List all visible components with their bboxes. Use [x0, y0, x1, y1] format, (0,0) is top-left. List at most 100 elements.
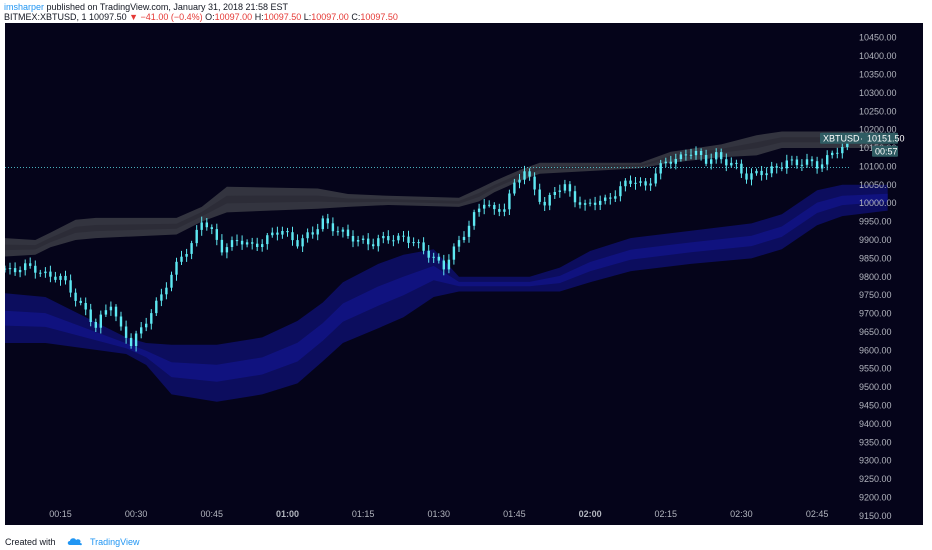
tradingview-brand[interactable]: TradingView — [90, 537, 140, 547]
lower-cloud — [5, 184, 888, 402]
candle-body — [59, 275, 62, 280]
candle — [24, 259, 27, 276]
candle-body — [402, 235, 405, 237]
candle-body — [689, 154, 693, 156]
candle — [704, 149, 708, 167]
high-label: H: — [254, 12, 264, 22]
candle-body — [548, 195, 551, 206]
plot-background — [5, 23, 923, 525]
candle — [34, 260, 37, 279]
candle — [432, 252, 435, 263]
candle — [578, 196, 582, 209]
candle-body — [815, 161, 819, 169]
y-tick-label: 9650.00 — [859, 327, 892, 337]
candle-body — [251, 242, 254, 244]
y-tick-label: 10300.00 — [859, 88, 897, 98]
candle — [755, 168, 758, 176]
candle-body — [39, 272, 42, 274]
candle-body — [79, 300, 82, 303]
candle-body — [735, 162, 738, 164]
candle-body — [765, 173, 768, 176]
candle — [810, 156, 814, 167]
candle — [659, 159, 662, 180]
author-link[interactable]: imsharper — [4, 2, 45, 12]
candle-body — [770, 166, 773, 174]
candle — [140, 322, 143, 339]
candle-body — [805, 159, 809, 165]
candle — [251, 237, 254, 250]
candle — [488, 200, 491, 208]
x-tick-label: 02:30 — [730, 509, 753, 519]
candle — [826, 150, 829, 171]
candle — [271, 227, 274, 238]
candle-body — [326, 218, 329, 224]
candle-body — [483, 204, 486, 209]
candle — [195, 225, 198, 247]
candle-body — [150, 313, 153, 324]
symbol-label: BITMEX:XBTUSD, 1 — [4, 12, 87, 22]
candle-body — [215, 229, 218, 240]
candle — [467, 220, 471, 243]
candle-body — [785, 160, 788, 169]
candle — [831, 150, 834, 159]
time-axis[interactable]: 00:15 00:30 00:45 01:00 01:15 01:30 01:45 02:00… — [49, 509, 828, 519]
candle — [785, 154, 788, 174]
candle-body — [170, 274, 173, 288]
y-tick-label: 9450.00 — [859, 401, 892, 411]
candle-body — [457, 240, 461, 247]
candle — [790, 155, 794, 166]
candle — [361, 235, 365, 244]
candle — [735, 159, 738, 170]
candle — [503, 203, 506, 217]
candle-body — [629, 180, 632, 184]
candle-body — [619, 186, 622, 197]
open-value: 10097.00 — [214, 12, 253, 22]
candle-body — [367, 238, 370, 245]
price-chart[interactable]: 9150.00 9200.00 9250.00 9300.00 9350.00 9400.… — [5, 23, 923, 525]
candle-body — [377, 238, 380, 247]
y-tick-label: 9350.00 — [859, 437, 892, 447]
candle-body — [341, 229, 345, 232]
candle — [412, 237, 415, 247]
candle — [341, 227, 345, 238]
candle-body — [573, 191, 577, 203]
candle — [538, 183, 541, 205]
candle — [225, 243, 229, 259]
candle — [245, 239, 249, 248]
candle — [800, 159, 804, 171]
candle-body — [795, 159, 799, 166]
candle-body — [210, 227, 213, 229]
candle — [649, 178, 652, 191]
candle — [180, 250, 183, 265]
candle-body — [740, 163, 743, 174]
candle-body — [13, 268, 17, 273]
candle — [331, 217, 335, 236]
tradingview-cloud-icon — [67, 538, 82, 546]
price-axis[interactable]: 9150.00 9200.00 9250.00 9300.00 9350.00 9400.… — [859, 33, 897, 521]
candle — [165, 282, 168, 300]
candle-body — [266, 235, 269, 245]
y-tick-label: 10400.00 — [859, 51, 897, 61]
candle-body — [427, 250, 430, 258]
candle — [346, 224, 350, 239]
candle — [94, 318, 97, 332]
candle-body — [387, 236, 390, 241]
candle-body — [745, 173, 748, 180]
candle-body — [417, 242, 420, 244]
candle — [235, 234, 239, 246]
candle — [558, 184, 561, 198]
candle — [815, 156, 819, 174]
candle — [382, 231, 385, 244]
candle-body — [311, 232, 314, 235]
y-tick-label: 9250.00 — [859, 474, 892, 484]
candle — [230, 236, 234, 251]
candle — [583, 199, 587, 211]
candle-body — [230, 240, 234, 247]
publish-info: published on TradingView.com, January 31… — [44, 2, 289, 12]
countdown-tag-bg — [872, 145, 898, 157]
candle-body — [568, 184, 572, 192]
candle — [220, 234, 224, 256]
candle-body — [392, 240, 395, 242]
candle — [336, 226, 340, 236]
candle — [588, 198, 592, 207]
